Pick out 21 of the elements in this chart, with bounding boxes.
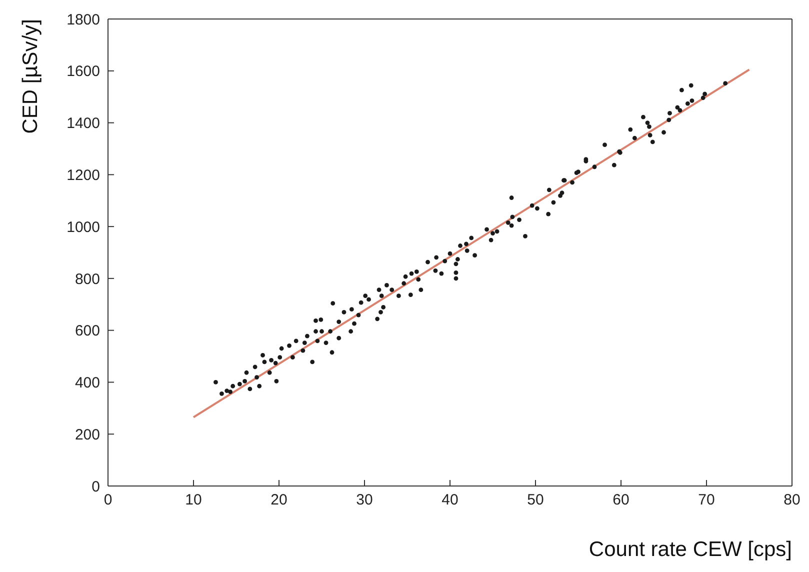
x-tick-label: 10 <box>185 492 202 509</box>
x-tick-label: 80 <box>784 492 800 509</box>
y-tick-label: 1200 <box>66 166 100 184</box>
y-tick-label: 1600 <box>66 63 100 80</box>
y-tick-label: 1400 <box>66 115 100 132</box>
y-tick-label: 1800 <box>66 11 100 28</box>
x-tick-label: 50 <box>527 492 544 509</box>
y-tick-label: 600 <box>74 322 100 340</box>
x-tick-label: 30 <box>356 492 373 509</box>
y-tick-label: 400 <box>74 374 100 392</box>
y-tick-label: 1000 <box>66 218 100 236</box>
y-tick-label: 800 <box>74 270 100 288</box>
y-tick-label: 200 <box>74 426 100 444</box>
x-tick-label: 0 <box>104 492 112 509</box>
y-axis-title: CED [µSv/y] <box>18 19 42 134</box>
x-tick-label: 60 <box>612 492 630 509</box>
x-tick-label: 40 <box>442 492 458 509</box>
x-tick-label: 70 <box>698 492 715 509</box>
y-tick-label: 0 <box>92 478 100 496</box>
x-axis-title: Count rate CEW [cps] <box>588 538 792 561</box>
x-tick-label: 20 <box>270 492 288 509</box>
